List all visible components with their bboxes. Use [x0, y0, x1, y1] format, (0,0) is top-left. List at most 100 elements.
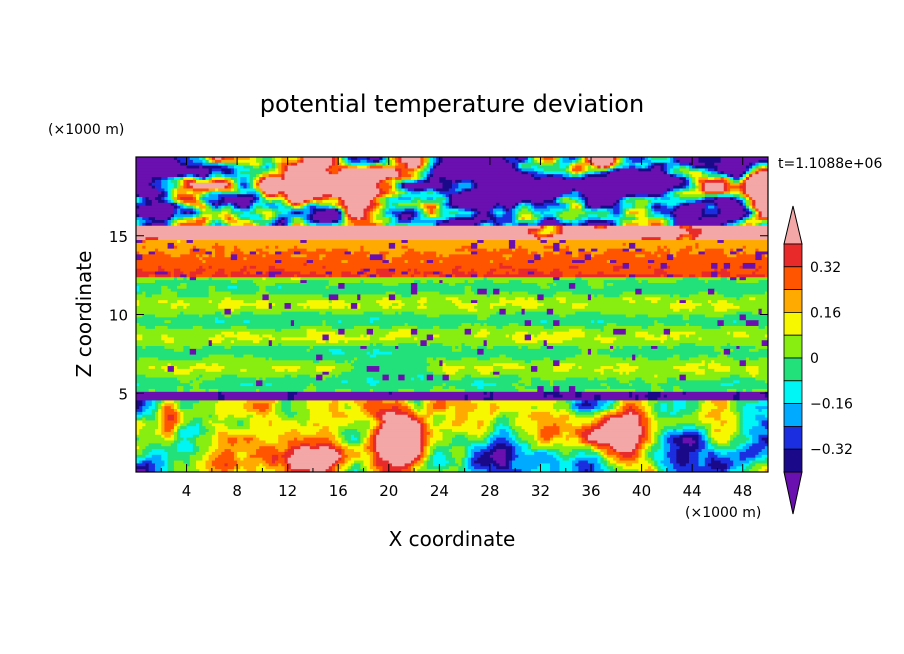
- field-cell: [249, 157, 257, 161]
- field-cell: [581, 222, 589, 227]
- field-cell: [237, 423, 245, 427]
- field-cell: [701, 420, 722, 424]
- field-cell: [173, 194, 178, 198]
- field-cell: [628, 363, 687, 367]
- field-cell: [224, 449, 232, 453]
- field-cell: [695, 343, 728, 347]
- field-cell: [354, 400, 368, 404]
- field-cell: [587, 351, 592, 356]
- field-cell: [205, 220, 210, 224]
- field-cell: [350, 406, 361, 410]
- field-cell: [543, 357, 551, 361]
- field-cell: [177, 300, 184, 304]
- field-cell: [505, 451, 513, 456]
- field-cell: [306, 214, 311, 218]
- field-cell: [338, 328, 346, 333]
- field-cell: [572, 222, 579, 227]
- field-cell: [685, 165, 690, 170]
- field-cell: [505, 222, 513, 227]
- field-cell: [420, 280, 428, 284]
- field-cell: [682, 314, 690, 318]
- field-cell: [720, 383, 734, 387]
- field-cell: [730, 434, 737, 439]
- field-cell: [284, 220, 289, 224]
- field-cell: [613, 348, 715, 353]
- field-cell: [537, 434, 542, 439]
- field-cell: [398, 346, 453, 350]
- field-cell: [183, 411, 216, 416]
- field-cell: [136, 320, 166, 324]
- field-cell: [660, 194, 665, 198]
- field-cell: [224, 334, 260, 339]
- field-cell: [660, 440, 665, 444]
- field-cell: [208, 191, 213, 195]
- field-cell: [720, 420, 728, 424]
- field-cell: [726, 254, 737, 258]
- field-cell: [651, 162, 655, 167]
- field-cell: [635, 199, 649, 204]
- field-cell: [572, 409, 576, 413]
- field-cell: [417, 331, 466, 336]
- field-cell: [436, 159, 440, 164]
- field-cell: [518, 454, 554, 459]
- field-cell: [531, 231, 538, 235]
- field-cell: [448, 197, 453, 201]
- field-cell: [749, 199, 753, 204]
- field-cell: [591, 409, 598, 413]
- field-cell: [647, 423, 652, 427]
- field-cell: [202, 271, 216, 276]
- field-cell: [600, 451, 605, 456]
- field-cell: [486, 323, 510, 327]
- field-cell: [505, 311, 516, 316]
- field-cell: [256, 211, 263, 215]
- field-cell: [347, 454, 361, 459]
- field-cell: [616, 406, 621, 410]
- field-cell: [142, 426, 159, 430]
- field-cell: [410, 331, 418, 336]
- field-cell: [401, 300, 418, 304]
- field-cell: [698, 414, 706, 419]
- field-cell: [136, 348, 175, 353]
- field-cell: [145, 446, 178, 450]
- field-cell: [319, 446, 330, 450]
- field-cell: [628, 383, 633, 387]
- field-cell: [657, 346, 668, 350]
- field-cell: [309, 271, 317, 276]
- field-cell: [373, 159, 380, 164]
- field-cell: [268, 165, 273, 170]
- field-cell: [625, 222, 640, 227]
- field-cell: [215, 429, 292, 433]
- field-cell: [395, 297, 421, 301]
- field-cell: [180, 199, 184, 204]
- field-cell: [761, 165, 766, 170]
- field-cell: [749, 431, 768, 436]
- field-cell: [562, 194, 579, 198]
- field-cell: [344, 162, 349, 167]
- field-cell: [635, 368, 681, 373]
- field-cell: [199, 194, 203, 198]
- field-cell: [689, 237, 693, 241]
- field-cell: [240, 182, 248, 187]
- field-cell: [480, 220, 488, 224]
- field-cell: [654, 251, 671, 255]
- field-cell: [704, 363, 709, 367]
- field-cell: [682, 414, 700, 419]
- field-cell: [736, 297, 741, 301]
- field-cell: [170, 271, 175, 276]
- field-cell: [221, 391, 289, 396]
- field-cell: [382, 220, 390, 224]
- field-cell: [559, 388, 570, 393]
- field-cell: [486, 443, 491, 447]
- field-cell: [676, 449, 696, 453]
- field-cell: [338, 205, 342, 210]
- field-cell: [594, 406, 602, 410]
- field-cell: [180, 222, 203, 227]
- field-cell: [660, 202, 668, 207]
- field-cell: [537, 222, 542, 227]
- field-cell: [613, 214, 621, 218]
- field-cell: [224, 394, 289, 399]
- field-cell: [562, 217, 576, 221]
- field-cell: [414, 400, 421, 404]
- field-cell: [559, 323, 608, 327]
- field-cell: [177, 182, 181, 187]
